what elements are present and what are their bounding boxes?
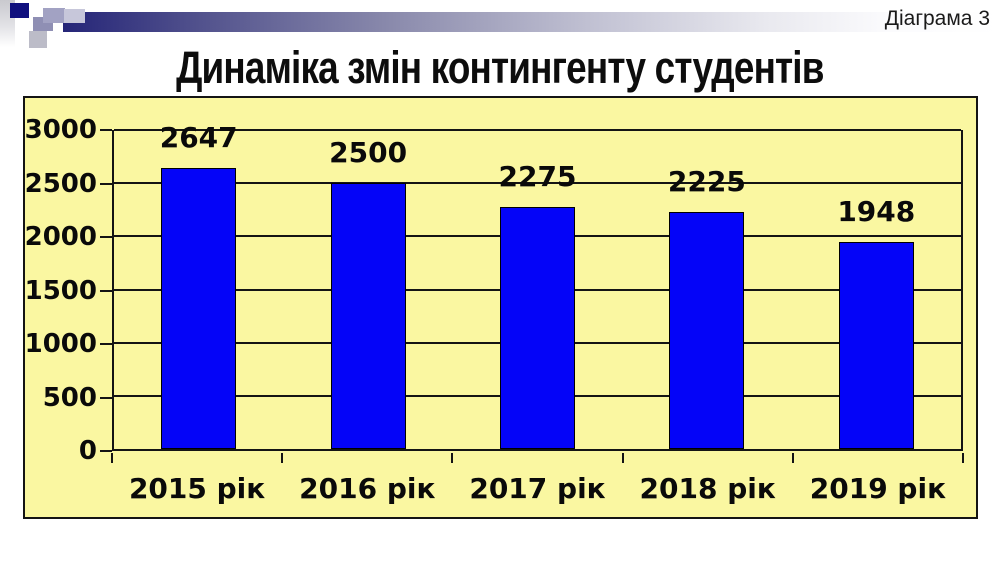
x-tick-label: 2016 рік bbox=[299, 472, 436, 505]
x-axis-labels: 2015 рік 2016 рік 2017 рік 2018 рік 2019 рік bbox=[112, 472, 963, 505]
x-axis-tick bbox=[962, 453, 964, 463]
x-tick-label: 2019 рік bbox=[809, 472, 947, 505]
gridline bbox=[114, 129, 961, 131]
x-tick-label: 2017 рік bbox=[469, 472, 606, 505]
x-axis-tick bbox=[451, 453, 454, 463]
slide-title-text: Динаміка змін контингенту студентів bbox=[176, 42, 824, 93]
deco-square-lavender bbox=[64, 9, 85, 23]
y-axis-ticks bbox=[100, 129, 112, 452]
deco-square-navy bbox=[10, 3, 29, 18]
bar-value-label: 1948 bbox=[837, 194, 916, 228]
x-axis-ticks bbox=[111, 453, 964, 463]
y-tick-label: 1500 bbox=[24, 275, 97, 306]
y-axis-tick bbox=[100, 236, 112, 238]
bar-value-label: 2225 bbox=[667, 165, 746, 199]
bar-3 bbox=[500, 207, 575, 449]
y-axis-labels: 0 500 1000 1500 2000 2500 3000 bbox=[24, 117, 97, 464]
x-axis-tick bbox=[281, 453, 284, 463]
deco-square-steel bbox=[43, 8, 65, 23]
x-tick-label: 2018 рік bbox=[639, 472, 776, 505]
y-tick-label: 2500 bbox=[24, 168, 97, 199]
slide-number-label: Діаграма 3 bbox=[884, 7, 990, 30]
x-axis-tick bbox=[791, 453, 794, 463]
bar-value-label: 2275 bbox=[498, 160, 577, 194]
y-tick-label: 1000 bbox=[24, 329, 97, 359]
y-tick-label: 0 bbox=[78, 436, 97, 466]
x-tick-label: 2015 рік bbox=[128, 472, 266, 505]
chart-panel: 0 500 1000 1500 2000 2500 3000 2647 2500 2275 222… bbox=[23, 96, 978, 519]
y-axis-tick bbox=[100, 450, 112, 452]
y-axis-tick bbox=[100, 129, 112, 131]
bar-5 bbox=[838, 241, 914, 449]
y-tick-label: 3000 bbox=[24, 115, 97, 145]
y-tick-label: 500 bbox=[42, 382, 97, 413]
bar-1 bbox=[161, 167, 237, 449]
x-axis-tick bbox=[621, 453, 624, 463]
y-axis-tick bbox=[100, 343, 112, 345]
slide-title: Динаміка змін контингенту студентів bbox=[0, 42, 1000, 94]
bar-4 bbox=[669, 212, 745, 449]
plot-area: 2647 2500 2275 2225 1948 bbox=[112, 123, 963, 451]
bar-value-label: 2647 bbox=[159, 120, 238, 154]
y-axis-tick bbox=[100, 396, 112, 399]
deco-square-gray bbox=[29, 31, 47, 48]
bar-value-label: 2500 bbox=[329, 136, 408, 170]
x-axis-tick bbox=[111, 453, 113, 463]
y-axis-tick bbox=[100, 182, 112, 185]
y-tick-label: 2000 bbox=[24, 222, 97, 252]
gridline bbox=[114, 182, 961, 185]
y-axis-tick bbox=[100, 289, 112, 292]
bar-2 bbox=[330, 183, 406, 449]
deco-gradient-bar bbox=[63, 12, 1000, 32]
